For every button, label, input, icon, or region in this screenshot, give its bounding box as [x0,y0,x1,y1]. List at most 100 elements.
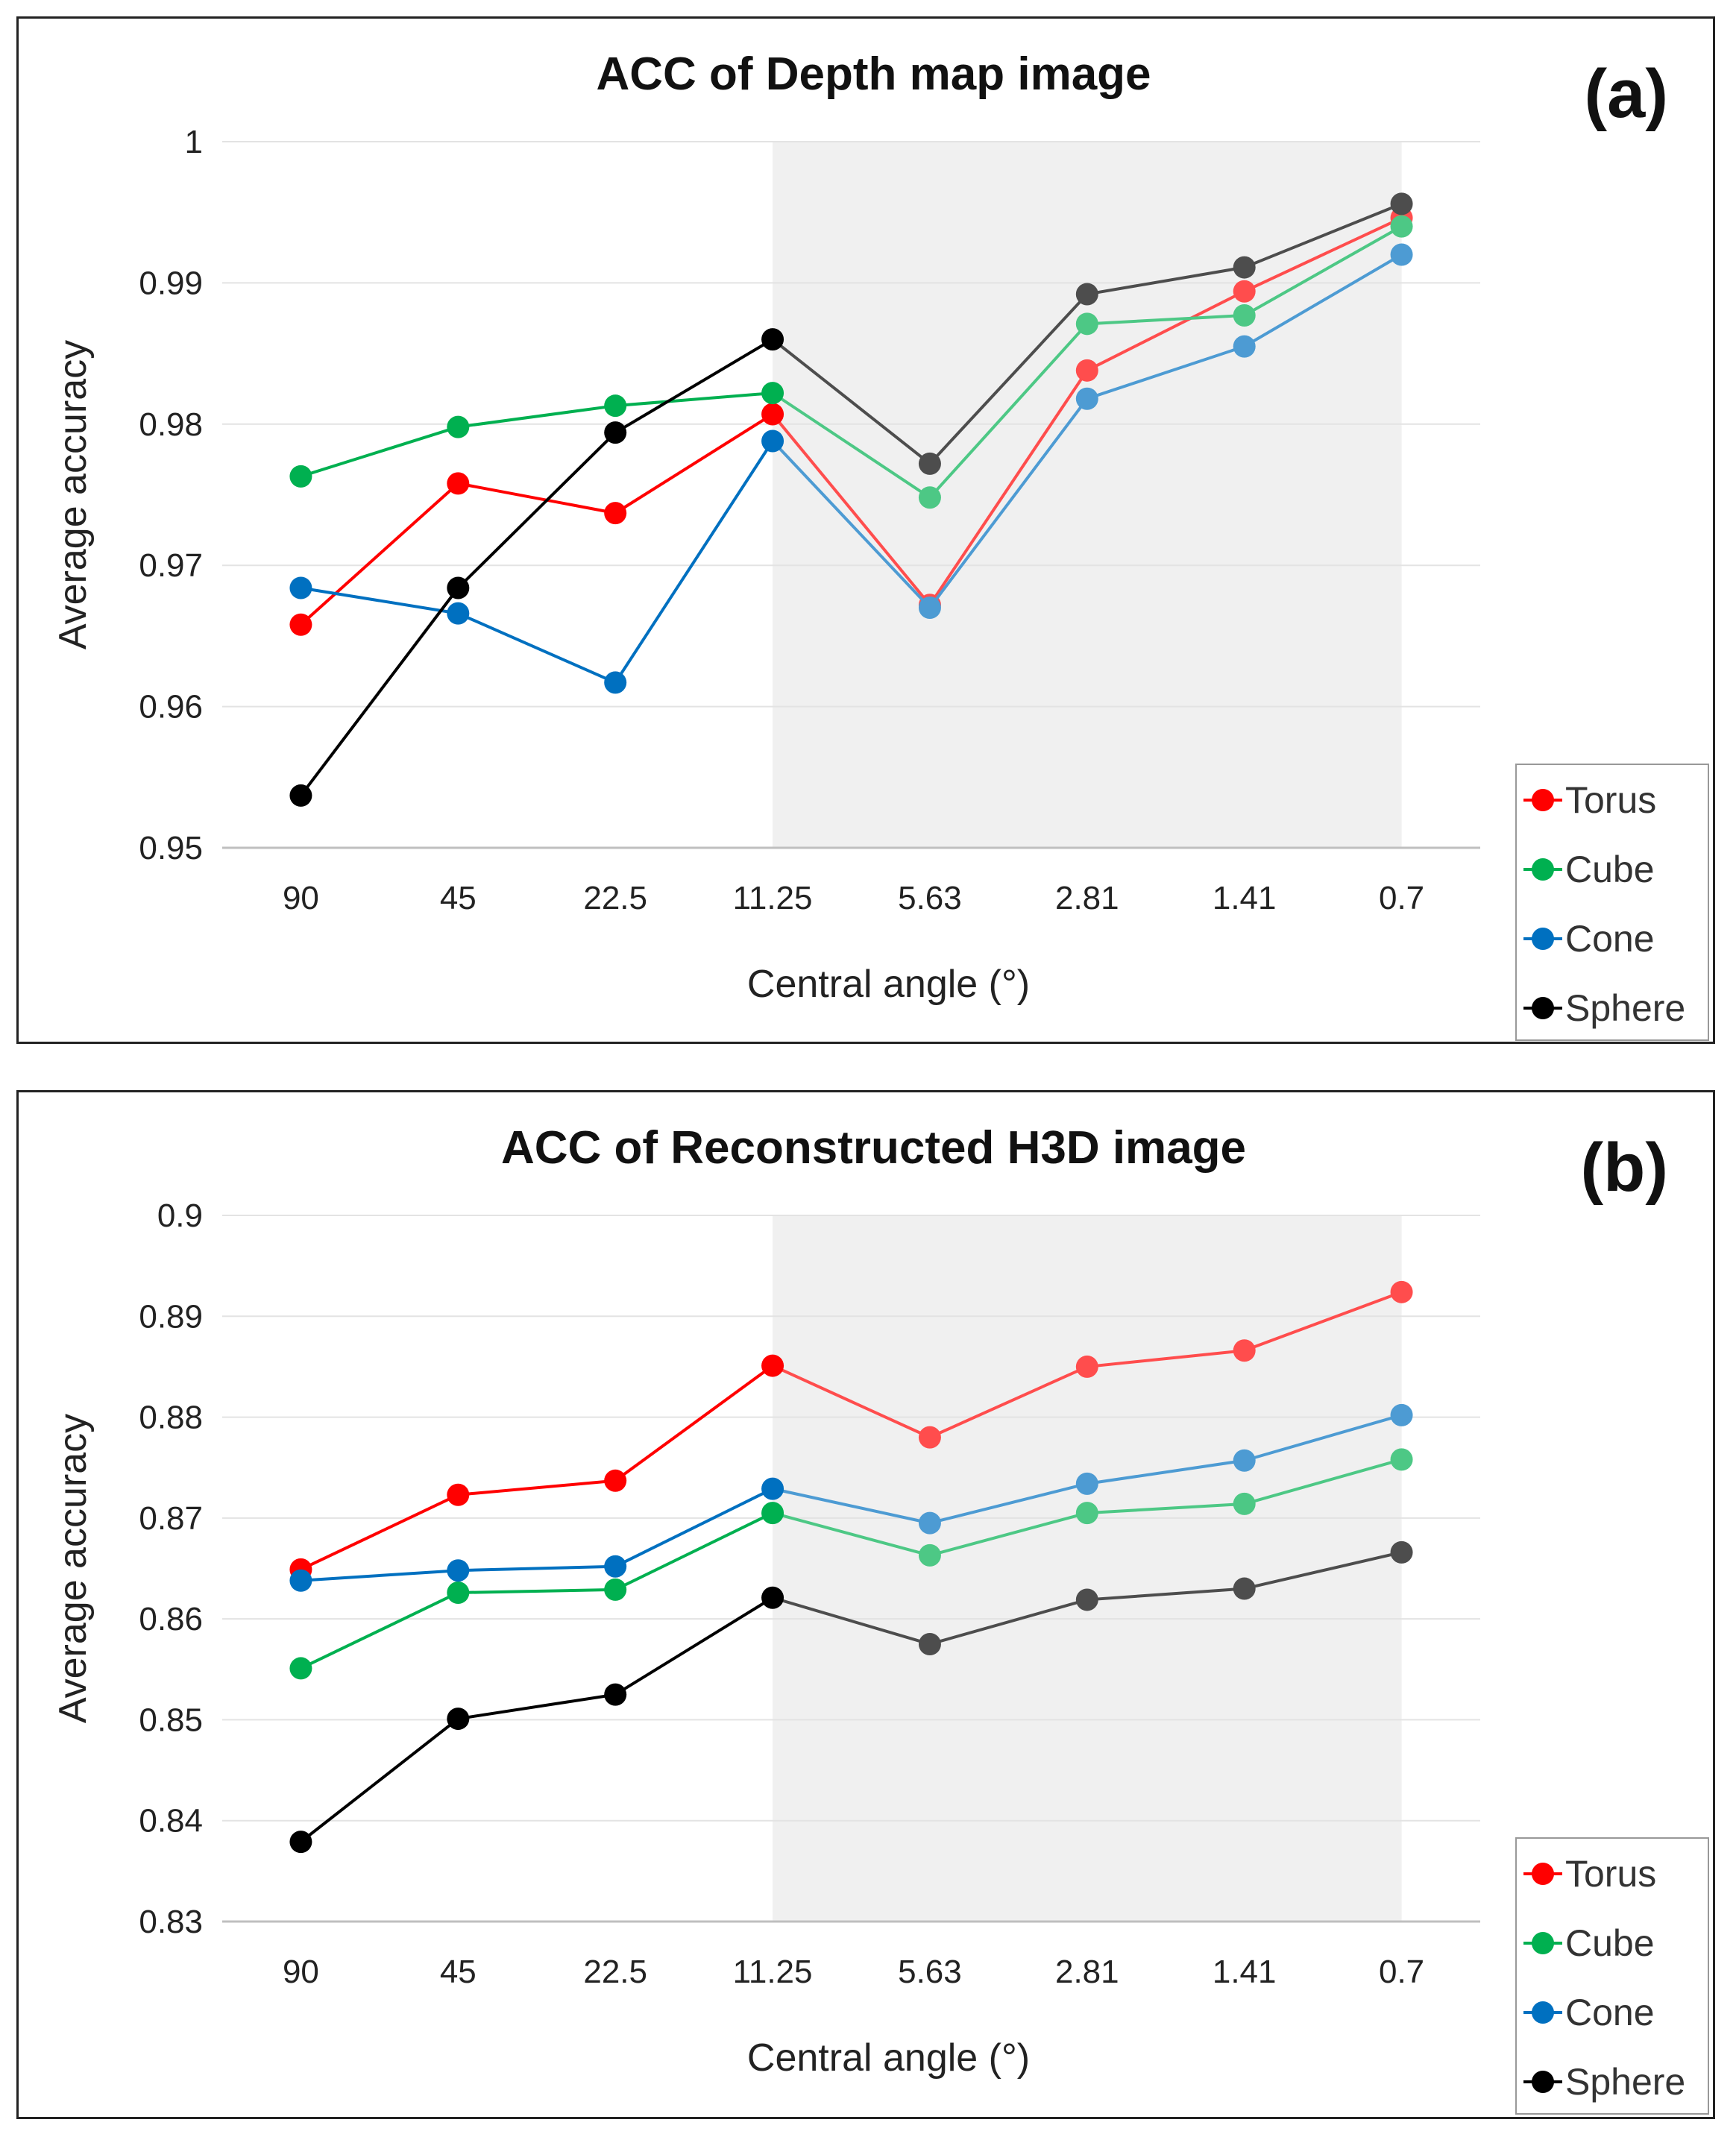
data-point [604,502,627,525]
series-line-segment [1244,1413,1403,1462]
x-tick-label: 45 [440,1954,477,1990]
x-tick-label: 5.63 [898,1954,962,1990]
legend: Torus Cube Cone Sphere [1515,1837,1709,2115]
series-line-segment [300,425,459,478]
chart-b-content: 0.83 0.84 0.85 0.86 0.87 0.88 0.89 0.9 90 45 22.5 1… [51,1122,1709,2115]
series-line-segment [301,586,459,615]
shaded-region [773,142,1402,848]
data-point [604,1578,627,1601]
y-tick-label: 0.95 [139,830,203,866]
data-point [447,415,470,438]
data-point [1390,215,1413,238]
series-line-segment [1086,265,1245,296]
data-point [604,394,627,418]
series-line-segment [1086,1458,1245,1485]
data-point [918,452,941,475]
series-line-segment [458,404,616,429]
y-tick-label: 0.87 [139,1500,203,1537]
series-cone [289,1403,1413,1592]
data-point [604,671,627,694]
x-tick-label: 1.41 [1213,1954,1277,1990]
x-axis-label: Central angle (°) [747,2036,1030,2080]
legend-swatch-marker [1532,1863,1554,1885]
data-point [1233,256,1256,279]
data-point [761,429,784,453]
series-line-segment [458,1564,616,1573]
data-point [289,1831,312,1854]
data-point [289,465,312,488]
series-line-segment [772,1596,931,1646]
y-axis-label: Average accuracy [51,340,95,649]
x-tick-label: 90 [283,880,319,916]
data-point [1075,1502,1098,1525]
data-point [447,1483,470,1506]
series-line-segment [1086,344,1245,400]
series-line-segment [614,338,774,434]
data-point [1233,1492,1256,1515]
data-point [1075,1472,1098,1495]
series-line-segment [1243,224,1403,317]
data-point [761,403,784,426]
data-point [289,576,312,599]
series-line-segment [772,1364,931,1439]
legend-label: Cone [1565,1992,1655,2033]
series-line-segment [929,1598,1088,1646]
series-cube [289,1448,1413,1680]
legend-label: Sphere [1565,2061,1685,2103]
data-point [1233,1577,1256,1600]
series-line-segment [929,1511,1088,1557]
series-line-segment [771,338,931,465]
data-point [1233,335,1256,358]
data-point [447,1708,470,1731]
legend-label: Torus [1565,1853,1656,1895]
data-point [918,486,941,509]
data-point [1233,303,1256,327]
x-tick-label: 0.7 [1379,880,1424,916]
data-point [761,1354,784,1377]
data-point [604,1555,627,1578]
series-line-segment [457,482,616,515]
series-line-segment [1243,253,1403,348]
series-cube [289,215,1413,509]
series-line-segment [1243,216,1403,293]
series-line-segment [300,1493,459,1571]
x-tick-label: 2.81 [1055,1954,1119,1990]
data-point [1390,1403,1413,1426]
series-line-segment [1243,202,1403,269]
data-point [447,1581,470,1604]
series-line-segment [300,482,459,626]
data-point [761,1502,784,1525]
data-point [447,576,470,599]
legend-swatch-marker [1532,2071,1554,2093]
legend-label: Cube [1565,1922,1655,1964]
series-line-segment [458,1693,616,1721]
series-line-segment [457,611,616,685]
series-line-segment [301,1569,459,1582]
y-tick-label: 0.96 [139,689,203,726]
data-point [447,602,470,625]
y-axis-label: Average accuracy [51,1414,95,1723]
series-line-segment [1244,1458,1403,1505]
series-line-segment [771,440,931,609]
x-tick-label: 22.5 [583,880,647,916]
series-line-segment [614,1511,773,1591]
data-point [1233,280,1256,303]
legend-box [1515,764,1709,1041]
series-line-segment [928,293,1089,465]
series-line-segment [1086,313,1245,326]
data-point [447,472,470,495]
series-line-segment [300,1591,459,1670]
series-line-segment [458,1479,616,1497]
data-point [289,613,312,636]
data-point [918,1632,941,1655]
series-line-segment [771,391,931,499]
y-tick-label: 0.89 [139,1298,203,1335]
chart-title: ACC of Reconstructed H3D image [501,1122,1246,1174]
data-point [918,597,941,620]
legend-label: Cube [1565,849,1655,890]
y-tick-label: 0.97 [139,547,203,584]
data-point [918,1511,941,1535]
data-point [918,1426,941,1449]
series-line-segment [1086,1587,1245,1602]
series-line-segment [614,1596,774,1696]
